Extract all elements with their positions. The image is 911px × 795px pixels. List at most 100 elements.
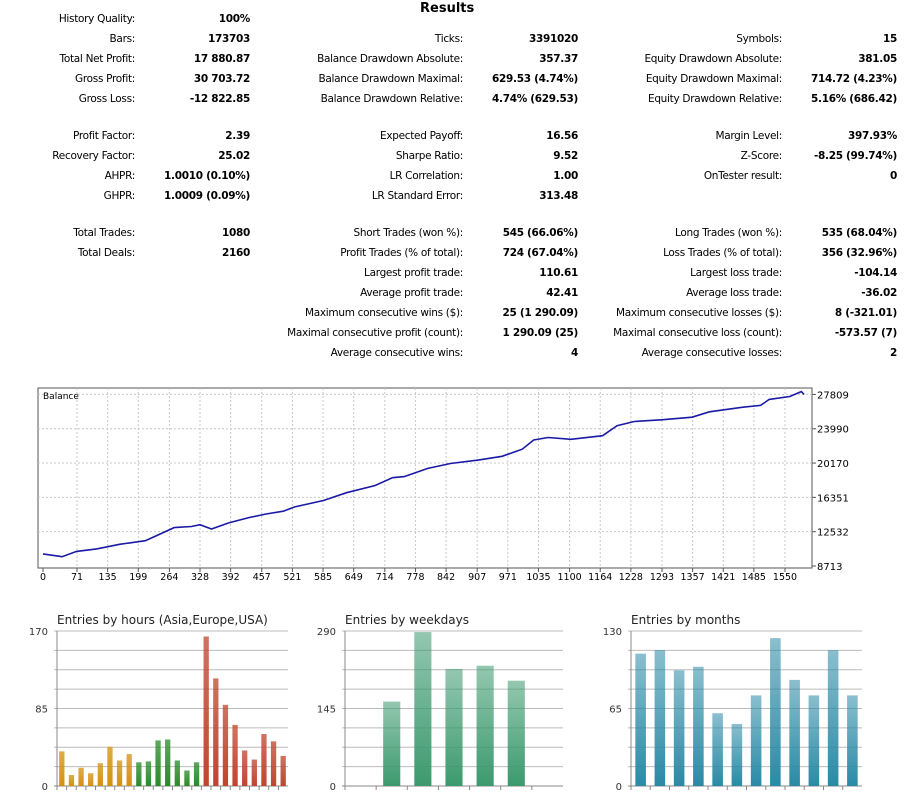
stat-value: 535 (68.04%) (821, 227, 898, 239)
x-tick-label: 778 (406, 572, 424, 580)
x-tick-label: 1293 (650, 572, 674, 580)
bar-8 (136, 762, 142, 786)
x-tick-label: 1485 (742, 572, 766, 580)
stat-value: 9.52 (553, 150, 578, 162)
bar-1 (68, 775, 75, 786)
y-tick-label: 12532 (817, 528, 849, 539)
bar-20 (251, 759, 257, 786)
stat-value: 16.56 (546, 130, 578, 142)
stat-label: Recovery Factor: (52, 150, 135, 162)
bar-Mar (673, 670, 685, 786)
stat-label: Total Deals: (77, 247, 135, 259)
stat-value: 17 880.87 (193, 53, 250, 65)
y-tick-label: 0 (330, 782, 336, 793)
stat-value: 3391020 (528, 33, 578, 45)
x-tick-label: 842 (437, 572, 455, 580)
bar-Wed (445, 668, 463, 786)
stat-label: Z-Score: (740, 150, 783, 162)
stat-label: Equity Drawdown Absolute: (644, 53, 782, 65)
stat-value: 1 290.09 (25) (502, 327, 579, 339)
stat-value: 357.37 (539, 53, 578, 65)
bar-0 (59, 751, 65, 786)
x-tick-label: 1100 (557, 572, 581, 580)
stat-label: Loss Trades (% of total): (663, 247, 782, 259)
stat-label: Ticks: (434, 33, 463, 45)
bar-Sep (789, 679, 800, 786)
stat-label: Equity Drawdown Relative: (647, 93, 782, 105)
stat-value: 545 (66.06%) (502, 227, 579, 239)
y-tick-label: 0 (42, 782, 48, 793)
bar-2 (78, 767, 84, 786)
stat-label: Bars: (109, 33, 136, 45)
stat-value: -12 822.85 (189, 93, 250, 105)
bar-Nov (827, 650, 839, 786)
stat-value: 381.05 (858, 53, 897, 65)
bar-Jun (731, 724, 743, 786)
x-tick-label: 1228 (619, 572, 643, 580)
stat-label: Maximal consecutive loss (count): (613, 327, 782, 339)
bar-5 (107, 746, 113, 786)
stat-label: Symbols: (736, 33, 782, 45)
stat-value: 714.72 (4.23%) (811, 73, 897, 85)
bar-Fri (507, 680, 525, 786)
stat-value: -36.02 (861, 287, 897, 299)
bar-9 (145, 761, 152, 786)
bar-Tue (414, 632, 432, 786)
stat-label: Maximal consecutive profit (count): (287, 327, 463, 339)
stat-value: 25 (1 290.09) (502, 307, 579, 319)
bar-16 (213, 678, 219, 786)
stat-value: 25.02 (218, 150, 250, 162)
stat-value: 100% (218, 13, 251, 25)
y-tick-label: 290 (317, 627, 336, 638)
stat-label: AHPR: (104, 170, 136, 182)
bar-15 (203, 636, 209, 786)
stat-value: 1.0009 (0.09%) (164, 190, 250, 202)
stat-label: Maximum consecutive wins ($): (304, 307, 463, 319)
stat-label: Equity Drawdown Maximal: (645, 73, 782, 85)
x-tick-label: 457 (253, 572, 271, 580)
bar-18 (232, 724, 238, 786)
bar-Mon (383, 701, 401, 786)
stat-value: 4.74% (629.53) (492, 93, 578, 105)
bar-14 (193, 762, 200, 786)
bar-7 (126, 754, 132, 786)
bar-13 (184, 770, 190, 786)
stat-value: 1.0010 (0.10%) (164, 170, 250, 182)
stat-label: Largest profit trade: (364, 267, 463, 279)
entries-by-hours-chart: Entries by hours (Asia,Europe,USA) 0 85 170 (29, 613, 288, 793)
bar-4 (97, 763, 103, 786)
stat-label: Expected Payoff: (379, 130, 463, 142)
bar-Dec (847, 695, 858, 786)
x-tick-label: 521 (283, 572, 301, 580)
y-tick-label: 27809 (817, 390, 849, 401)
stat-value: 30 703.72 (193, 73, 250, 85)
x-tick-label: 0 (40, 572, 46, 580)
bar-6 (116, 760, 123, 786)
bar-Thu (476, 665, 494, 786)
bar-23 (280, 755, 286, 786)
stat-label: Total Net Profit: (59, 53, 136, 65)
stat-value: 724 (67.04%) (502, 247, 579, 259)
stat-value: 356 (32.96%) (821, 247, 898, 259)
stat-label: Balance Drawdown Relative: (320, 93, 464, 105)
y-tick-label: 85 (35, 705, 48, 716)
bar-22 (270, 741, 277, 786)
chart-title: Entries by weekdays (345, 613, 469, 627)
stat-label: Margin Level: (715, 130, 782, 142)
stat-value: 1.00 (553, 170, 578, 182)
x-tick-label: 971 (499, 572, 517, 580)
stat-value: 0 (889, 170, 897, 182)
x-tick-label: 392 (222, 572, 240, 580)
y-tick-label: 20170 (817, 459, 849, 470)
x-tick-label: 1421 (711, 572, 735, 580)
bar-3 (88, 773, 94, 786)
bar-12 (174, 760, 180, 786)
stat-label: Gross Profit: (75, 73, 135, 85)
stat-value: 2160 (221, 247, 250, 259)
stat-label: Largest loss trade: (690, 267, 782, 279)
stat-value: 173703 (207, 33, 250, 45)
bar-May (712, 713, 723, 786)
stat-label: Average profit trade: (360, 287, 463, 299)
x-tick-label: 1164 (588, 572, 612, 580)
stat-value: 5.16% (686.42) (811, 93, 897, 105)
